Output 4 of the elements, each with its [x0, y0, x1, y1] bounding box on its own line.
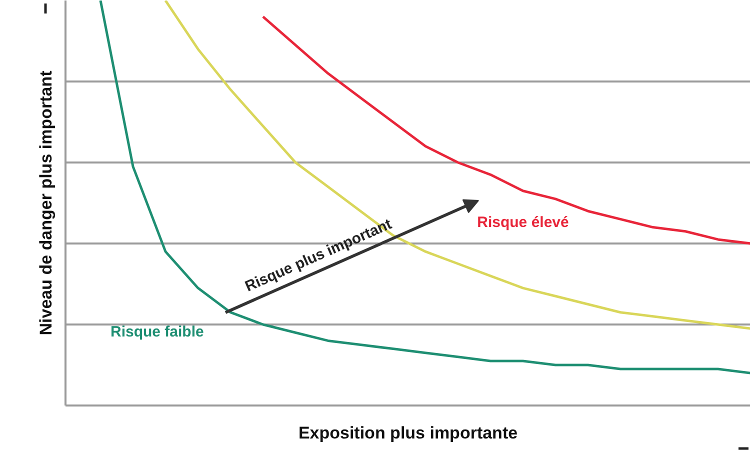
x-axis-title: Exposition plus importante: [298, 424, 518, 442]
series-label: Risque élevé: [477, 214, 569, 231]
series-label: Risque faible: [110, 323, 204, 340]
y-axis-title: Niveau de danger plus important: [36, 70, 56, 336]
